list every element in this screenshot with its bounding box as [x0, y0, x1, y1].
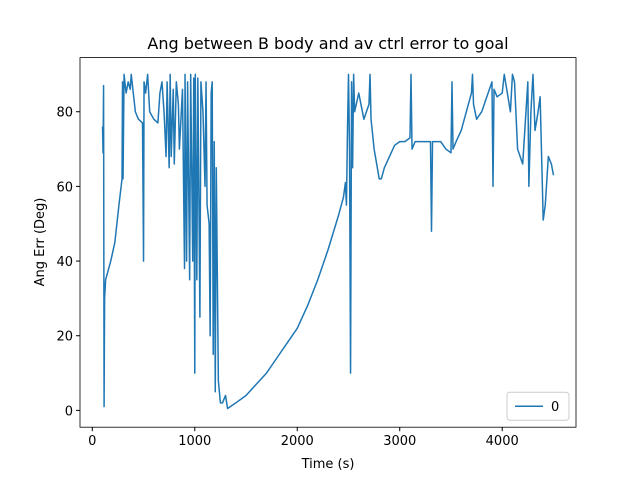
x-axis-label: Time (s)	[301, 457, 355, 472]
y-tick-label: 80	[56, 106, 73, 121]
y-tick-label: 0	[65, 404, 73, 419]
x-tick-label: 1000	[178, 434, 211, 449]
y-tick-label: 40	[56, 255, 73, 270]
x-tick-label: 0	[88, 434, 96, 449]
legend-label: 0	[551, 400, 559, 415]
x-tick-label: 4000	[486, 434, 519, 449]
x-tick-label: 2000	[281, 434, 314, 449]
x-tick-label: 3000	[383, 434, 416, 449]
line	[101, 73, 555, 410]
y-tick-label: 20	[56, 330, 73, 345]
y-axis-label: Ang Err (Deg)	[33, 198, 48, 287]
y-tick-label: 60	[56, 180, 73, 195]
plot-frame	[79, 57, 577, 428]
chart-title: Ang between B body and av ctrl error to …	[147, 34, 508, 53]
